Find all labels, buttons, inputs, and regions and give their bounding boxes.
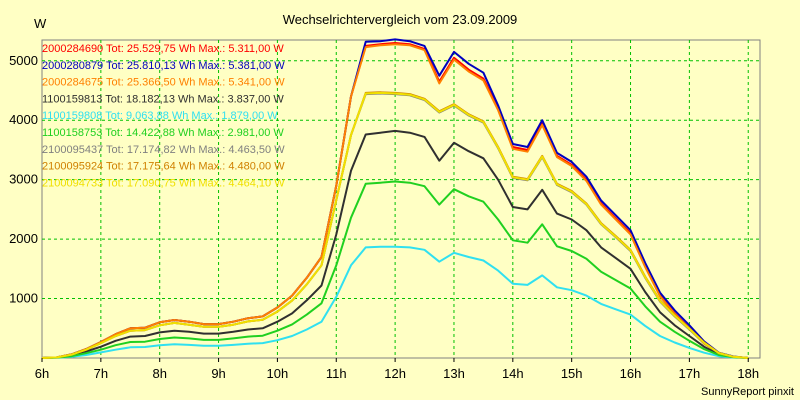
x-tick-label: 8h bbox=[152, 366, 166, 381]
y-axis-unit: W bbox=[34, 16, 47, 31]
legend-entry-2: 2000280879 Tot: 25.810,13 Wh Max.: 5.381… bbox=[42, 60, 285, 72]
legend-entry-7: 2100095437 Tot: 17.174,82 Wh Max.: 4.463… bbox=[42, 144, 285, 156]
x-tick-label: 10h bbox=[267, 366, 289, 381]
y-tick-label: 3000 bbox=[9, 172, 38, 187]
x-tick-label: 15h bbox=[561, 366, 583, 381]
footer-credit: SunnyReport pinxit bbox=[701, 386, 794, 398]
grid-lines bbox=[42, 40, 760, 358]
x-tick-label: 14h bbox=[502, 366, 524, 381]
series-line-5 bbox=[41, 245, 749, 359]
x-tick-label: 17h bbox=[679, 366, 701, 381]
y-axis: 1000 2000 3000 4000 5000 bbox=[9, 53, 38, 306]
y-tick-label: 1000 bbox=[9, 291, 38, 306]
x-tick-label: 7h bbox=[94, 366, 108, 381]
y-tick-label: 2000 bbox=[9, 231, 38, 246]
x-tick-label: 16h bbox=[620, 366, 642, 381]
x-tick-label: 9h bbox=[211, 366, 225, 381]
x-tick-label: 18h bbox=[737, 366, 759, 381]
chart-title: Wechselrichtervergleich vom 23.09.2009 bbox=[283, 12, 518, 27]
legend-entry-9: 2100094733 Tot: 17.090,75 Wh Max.: 4.464… bbox=[42, 177, 285, 189]
y-tick-label: 5000 bbox=[9, 53, 38, 68]
legend: 2000284690 Tot: 25.529,75 Wh Max.: 5.311… bbox=[42, 43, 285, 189]
legend-entry-1: 2000284690 Tot: 25.529,75 Wh Max.: 5.311… bbox=[42, 43, 284, 55]
x-tick-label: 12h bbox=[384, 366, 406, 381]
legend-entry-8: 2100095924 Tot: 17.175,64 Wh Max.: 4.480… bbox=[42, 161, 285, 173]
x-tick-label: 11h bbox=[326, 366, 347, 381]
series-line-4 bbox=[41, 129, 749, 359]
series-line-9 bbox=[41, 91, 749, 359]
series-line-3 bbox=[41, 43, 749, 359]
x-tick-label: 13h bbox=[443, 366, 465, 381]
series-lines bbox=[41, 38, 749, 359]
x-tick-label: 6h bbox=[35, 366, 49, 381]
x-axis: 6h 7h 8h 9h 10h 11h 12h 13h 14h 15h 16h 17h 18h bbox=[35, 358, 759, 381]
series-line-6 bbox=[41, 180, 749, 359]
y-tick-label: 4000 bbox=[9, 112, 38, 127]
legend-entry-5: 1100159808 Tot: 9.063,88 Wh Max.: 1.879,… bbox=[42, 110, 278, 122]
legend-entry-4: 1100159813 Tot: 18.182,13 Wh Max.: 3.837… bbox=[42, 93, 284, 105]
legend-entry-3: 2000284675 Tot: 25.366,50 Wh Max.: 5.341… bbox=[42, 77, 285, 89]
legend-entry-6: 1100158753 Tot: 14.422,88 Wh Max.: 2.981… bbox=[42, 127, 284, 139]
